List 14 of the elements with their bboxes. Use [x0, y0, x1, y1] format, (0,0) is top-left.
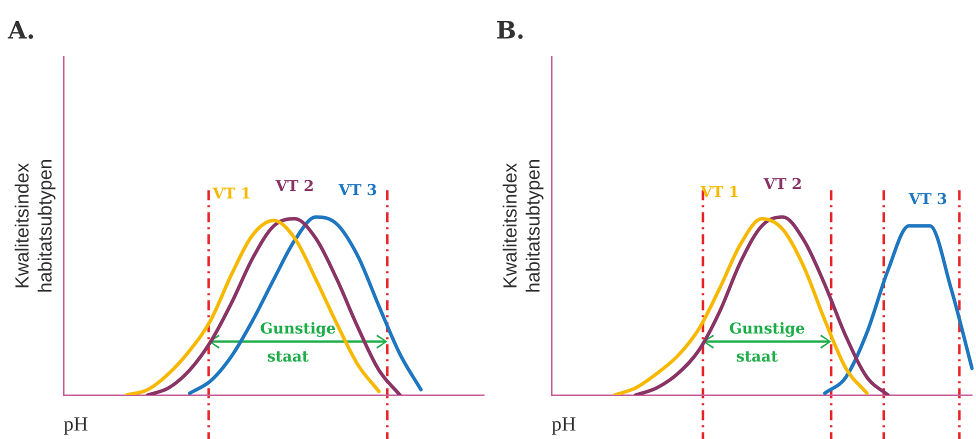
chart-title: B.: [496, 16, 525, 45]
series-label: VT 3: [908, 190, 948, 208]
y-axis-title: Kwaliteitsindex habitatsubtypen: [500, 158, 544, 293]
y-axis-title: Kwaliteitsindex habitatsubtypen: [12, 158, 56, 293]
x-axis-title: pH: [64, 413, 88, 436]
series-label: VT 1: [700, 182, 740, 201]
series-label: VT 1: [212, 184, 252, 203]
x-axis-title: pH: [552, 413, 576, 436]
annotation: Gunstige staat: [260, 320, 336, 366]
chart-title: A.: [7, 16, 35, 45]
series-label: VT 2: [762, 175, 802, 193]
series-label: VT 2: [274, 176, 314, 195]
series-label: VT 3: [338, 181, 378, 199]
annotation: Gunstige staat: [729, 320, 805, 366]
